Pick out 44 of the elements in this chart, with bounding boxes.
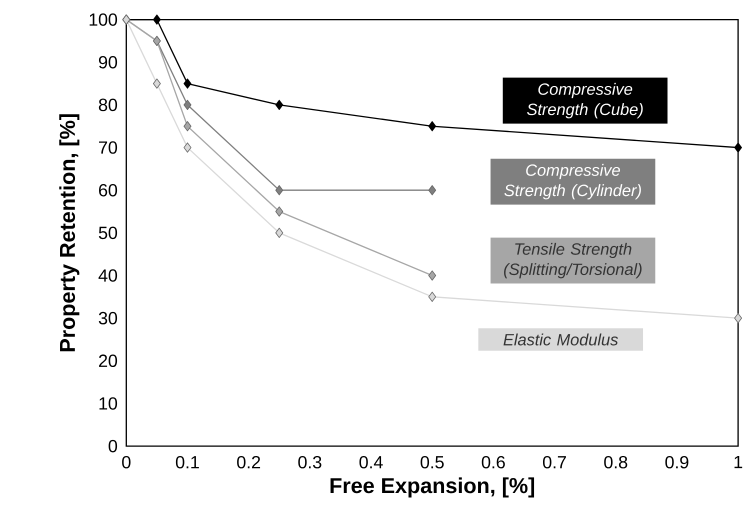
point <box>152 78 161 88</box>
x-tick-label: 0.8 <box>604 456 628 468</box>
x-tick-label: 0.5 <box>420 456 444 468</box>
y-tick-label: 70 <box>99 141 118 154</box>
y-tick-label: 100 <box>90 13 118 26</box>
point <box>428 120 436 132</box>
x-tick-label: 1 <box>734 456 742 468</box>
point <box>275 100 284 110</box>
text: Compressive Strength (Cylinder) <box>504 164 641 200</box>
series-label: Elastic Modulus <box>504 333 618 346</box>
point <box>184 100 192 110</box>
y-tick-label: 20 <box>99 354 118 367</box>
y-tick-label: 10 <box>99 396 118 410</box>
y-tick-label: 0 <box>108 440 118 452</box>
y-tick-label: 40 <box>98 269 118 282</box>
y-axis-title: Property Retention, [%] <box>59 114 80 352</box>
point <box>275 228 284 238</box>
y-tick-label: 60 <box>99 184 118 196</box>
point <box>428 184 436 196</box>
series-label: Compressive Strength (Cube) <box>527 82 643 118</box>
text: Tensile Strength (Splitting/Torsional) <box>504 242 642 278</box>
point <box>152 14 161 24</box>
x-tick-label: 0.1 <box>176 456 199 468</box>
point <box>734 312 742 324</box>
y-tick-label: 80 <box>98 98 118 111</box>
point <box>428 292 436 302</box>
point <box>734 142 742 152</box>
x-tick-label: 0.9 <box>665 456 688 468</box>
point <box>275 206 284 216</box>
point <box>184 78 192 88</box>
y-tick-label: 50 <box>98 226 118 239</box>
y-tick-label: 30 <box>98 312 118 324</box>
point <box>428 270 436 280</box>
point <box>184 142 192 152</box>
x-tick-label: 0.6 <box>482 456 505 468</box>
x-tick-label: 0 <box>122 456 131 468</box>
x-tick-label: 0.4 <box>359 456 383 468</box>
point <box>184 120 192 132</box>
y-tick-label: 90 <box>98 56 118 68</box>
x-axis-title: Free Expansion, [%] <box>330 477 534 498</box>
x-tick-label: 0.7 <box>542 456 566 468</box>
point <box>275 184 284 196</box>
x-tick-label: 0.3 <box>298 456 322 468</box>
x-tick-label: 0.2 <box>237 456 260 468</box>
